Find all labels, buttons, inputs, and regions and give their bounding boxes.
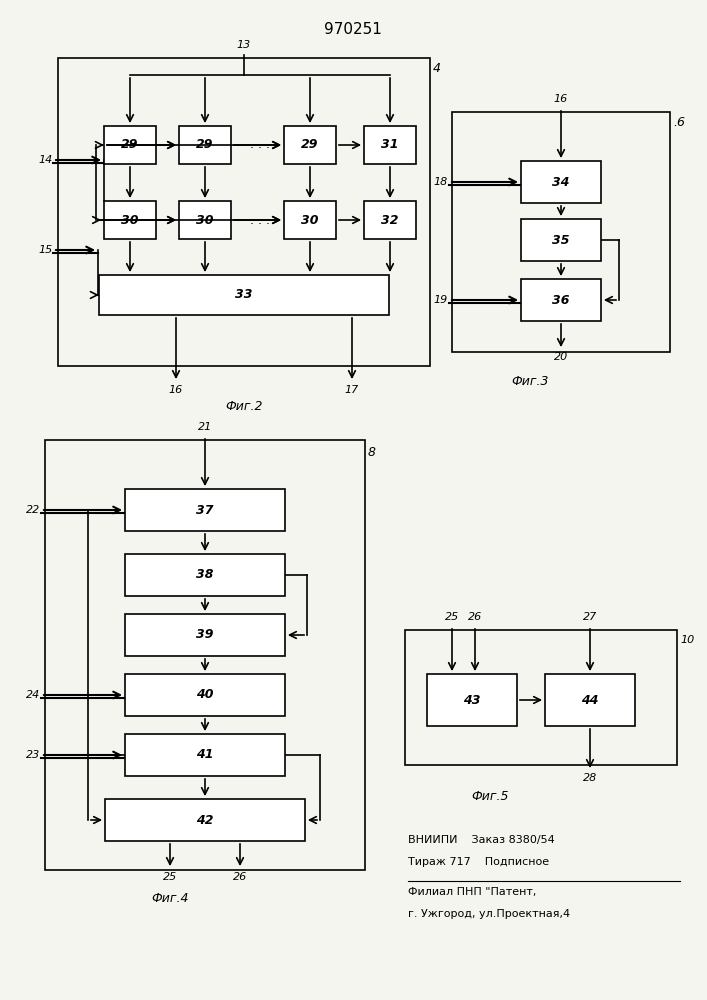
Text: 28: 28: [583, 773, 597, 783]
Text: .6: .6: [673, 116, 685, 129]
Text: ВНИИПИ    Заказ 8380/54: ВНИИПИ Заказ 8380/54: [408, 835, 555, 845]
Text: Тираж 717    Подписное: Тираж 717 Подписное: [408, 857, 549, 867]
Text: 30: 30: [197, 214, 214, 227]
Text: 18: 18: [434, 177, 448, 187]
Text: 35: 35: [552, 233, 570, 246]
Text: 32: 32: [381, 214, 399, 227]
Bar: [58, 58, 430, 366]
Text: 13: 13: [237, 40, 251, 50]
Text: 970251: 970251: [324, 22, 382, 37]
Bar: [125, 674, 285, 716]
Bar: [452, 112, 670, 352]
Bar: [427, 674, 517, 726]
Text: 26: 26: [468, 612, 482, 622]
Text: 40: 40: [197, 688, 214, 702]
Text: 31: 31: [381, 138, 399, 151]
Bar: [45, 440, 365, 870]
Text: Фиг.3: Фиг.3: [511, 375, 549, 388]
Text: 39: 39: [197, 629, 214, 642]
Text: 4: 4: [433, 62, 441, 75]
Text: 23: 23: [25, 750, 40, 760]
Text: 25: 25: [445, 612, 459, 622]
Bar: [521, 161, 601, 203]
Bar: [284, 201, 336, 239]
Text: 22: 22: [25, 505, 40, 515]
Text: Фиг.5: Фиг.5: [472, 790, 509, 803]
Bar: [405, 630, 677, 765]
Text: 37: 37: [197, 504, 214, 516]
Text: 34: 34: [552, 176, 570, 188]
Bar: [364, 201, 416, 239]
Text: 17: 17: [345, 385, 359, 395]
Bar: [521, 219, 601, 261]
Text: 15: 15: [39, 245, 53, 255]
Bar: [284, 126, 336, 164]
Bar: [179, 201, 231, 239]
Bar: [99, 275, 389, 315]
Bar: [104, 126, 156, 164]
Bar: [545, 674, 635, 726]
Text: 33: 33: [235, 288, 252, 302]
Text: Филиал ПНП "Патент,: Филиал ПНП "Патент,: [408, 887, 537, 897]
Text: 29: 29: [197, 138, 214, 151]
Text: 27: 27: [583, 612, 597, 622]
Text: 10: 10: [680, 635, 694, 645]
Bar: [125, 554, 285, 596]
Bar: [125, 614, 285, 656]
Text: 16: 16: [169, 385, 183, 395]
Text: 14: 14: [39, 155, 53, 165]
Text: . . .: . . .: [250, 214, 270, 227]
Text: . . .: . . .: [250, 138, 270, 151]
Text: Фиг.4: Фиг.4: [151, 892, 189, 905]
Text: 21: 21: [198, 422, 212, 432]
Text: 38: 38: [197, 568, 214, 582]
Text: 25: 25: [163, 872, 177, 882]
Text: 30: 30: [121, 214, 139, 227]
Bar: [125, 734, 285, 776]
Text: 29: 29: [301, 138, 319, 151]
Text: 42: 42: [197, 814, 214, 826]
Text: 29: 29: [121, 138, 139, 151]
Text: 44: 44: [581, 694, 599, 706]
Bar: [105, 799, 305, 841]
Text: Фиг.2: Фиг.2: [226, 400, 263, 413]
Text: 20: 20: [554, 352, 568, 362]
Bar: [364, 126, 416, 164]
Text: 41: 41: [197, 748, 214, 762]
Bar: [179, 126, 231, 164]
Text: 30: 30: [301, 214, 319, 227]
Text: 43: 43: [463, 694, 481, 706]
Text: 8: 8: [368, 446, 376, 459]
Text: 16: 16: [554, 94, 568, 104]
Text: 24: 24: [25, 690, 40, 700]
Text: 26: 26: [233, 872, 247, 882]
Bar: [104, 201, 156, 239]
Text: г. Ужгород, ул.Проектная,4: г. Ужгород, ул.Проектная,4: [408, 909, 570, 919]
Text: 19: 19: [434, 295, 448, 305]
Bar: [521, 279, 601, 321]
Text: 36: 36: [552, 294, 570, 306]
Bar: [125, 489, 285, 531]
